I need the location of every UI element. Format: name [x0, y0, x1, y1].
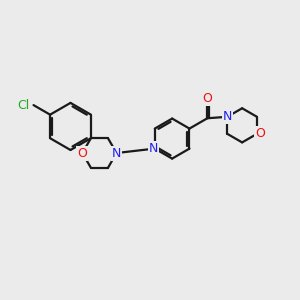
Text: Cl: Cl: [17, 99, 29, 112]
Text: O: O: [77, 146, 87, 160]
Text: N: N: [112, 146, 121, 160]
Text: O: O: [202, 92, 212, 105]
Text: O: O: [255, 128, 265, 140]
Text: N: N: [148, 142, 158, 155]
Text: N: N: [223, 110, 232, 123]
